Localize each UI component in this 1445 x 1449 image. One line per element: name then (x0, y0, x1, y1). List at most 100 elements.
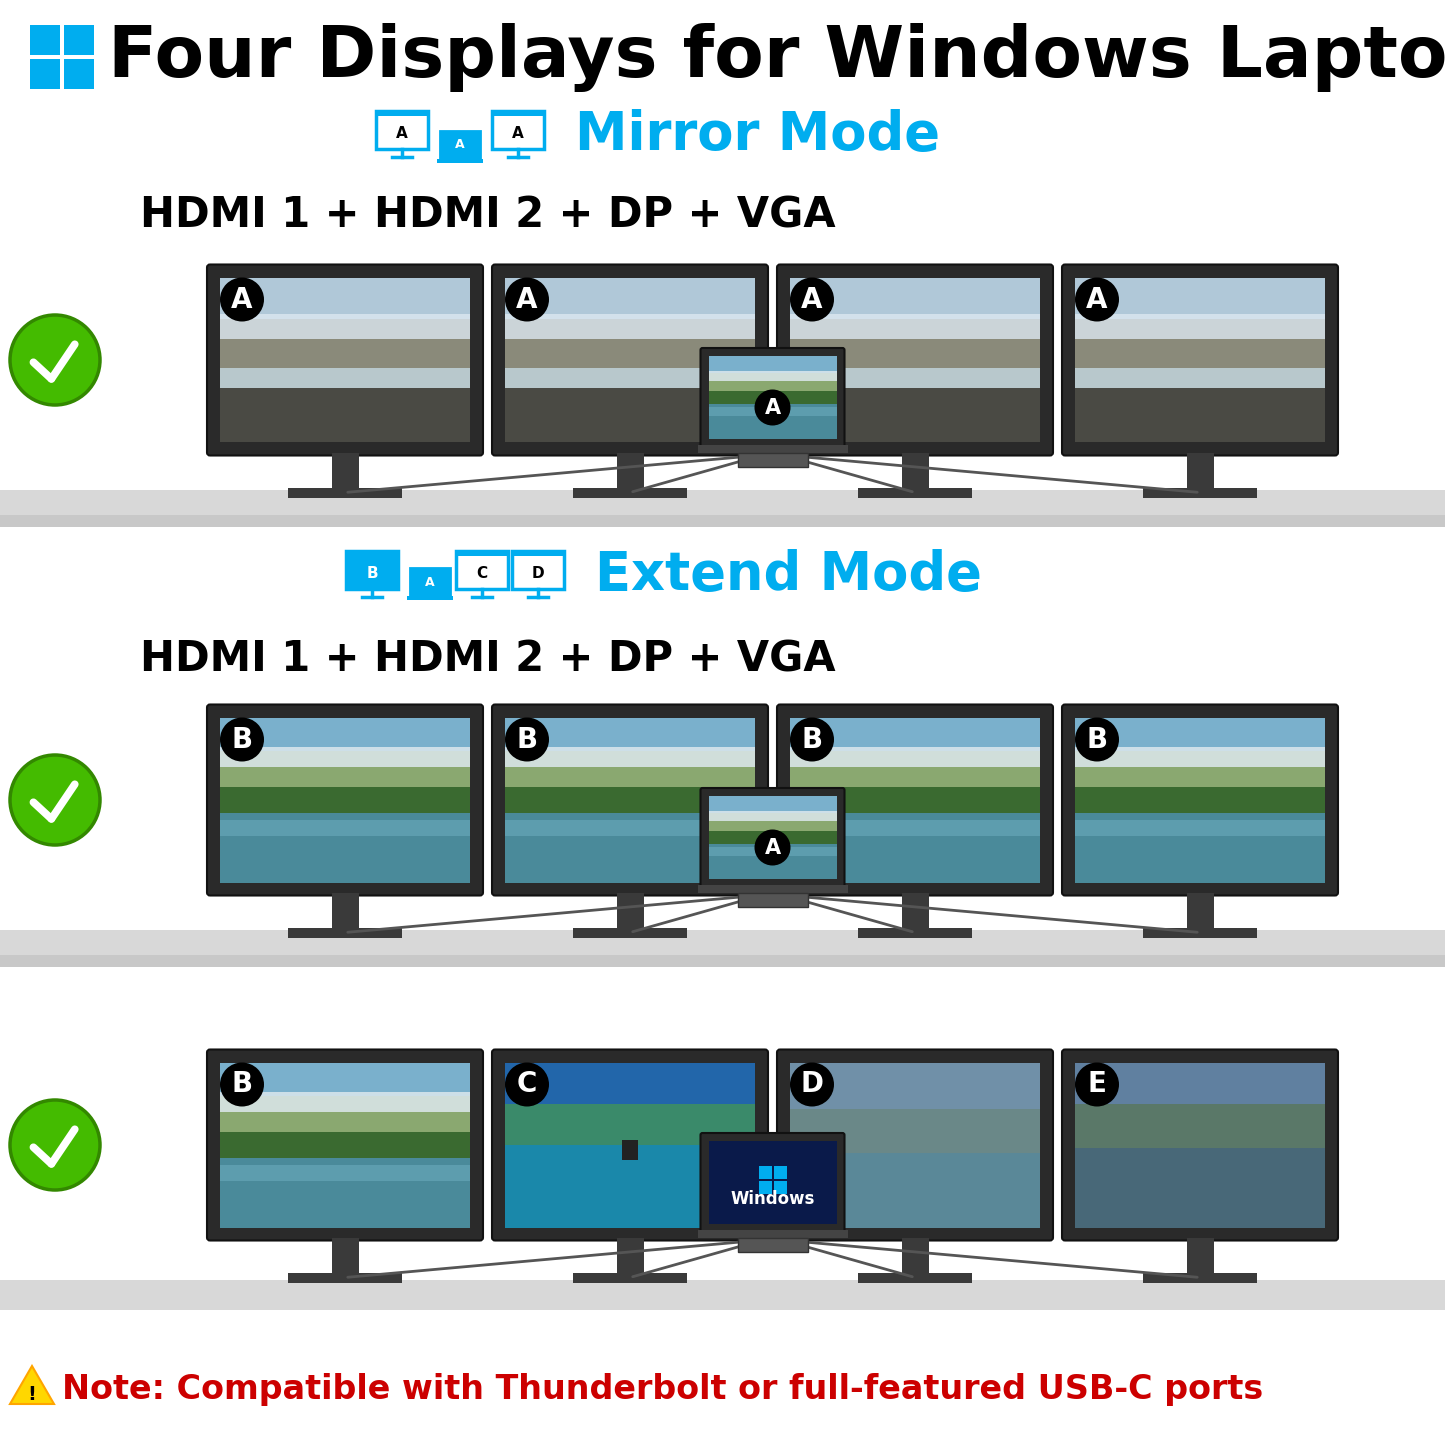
Bar (504, 751, 754, 809)
Bar (220, 748, 470, 767)
Bar (220, 813, 470, 882)
Bar (1075, 813, 1325, 882)
Bar (504, 748, 754, 767)
Bar (902, 1237, 929, 1272)
Bar (773, 1181, 786, 1194)
Text: A: A (1087, 285, 1108, 313)
Bar (220, 1158, 470, 1227)
Bar (504, 813, 754, 882)
Bar (759, 1181, 772, 1194)
Bar (790, 717, 1040, 775)
Text: Four Displays for Windows Laptop: Four Displays for Windows Laptop (108, 23, 1445, 91)
Bar (902, 893, 929, 927)
Bar (574, 1272, 686, 1282)
Bar (1075, 751, 1325, 809)
Bar (504, 1104, 754, 1153)
FancyBboxPatch shape (207, 704, 483, 895)
Text: B: B (1087, 726, 1107, 753)
FancyBboxPatch shape (491, 265, 767, 455)
Bar (410, 568, 449, 596)
Bar (708, 848, 837, 856)
Bar (1075, 1104, 1325, 1162)
Text: B: B (231, 726, 253, 753)
Bar (0, 930, 1445, 961)
Text: A: A (455, 139, 465, 152)
Bar (504, 717, 754, 775)
Bar (1075, 278, 1325, 352)
Bar (1075, 368, 1325, 388)
FancyBboxPatch shape (207, 265, 483, 455)
Bar (708, 830, 837, 848)
Bar (1075, 319, 1325, 385)
Bar (345, 551, 397, 556)
Text: A: A (396, 126, 407, 141)
Bar (1143, 1272, 1257, 1282)
Text: B: B (366, 565, 377, 581)
Circle shape (790, 717, 834, 762)
Bar (457, 551, 509, 556)
Circle shape (754, 390, 790, 426)
Text: D: D (532, 565, 545, 581)
Bar (617, 1237, 643, 1272)
Bar (331, 893, 358, 927)
Bar (407, 596, 452, 600)
Bar (220, 380, 470, 442)
Bar (220, 278, 470, 352)
Bar (220, 1165, 470, 1181)
Bar (737, 893, 808, 907)
Bar (504, 380, 754, 442)
Bar (708, 356, 837, 385)
Bar (790, 748, 1040, 767)
Bar (1075, 314, 1325, 339)
FancyBboxPatch shape (777, 1049, 1053, 1240)
Circle shape (790, 278, 834, 322)
Bar (1075, 1062, 1325, 1129)
Bar (790, 319, 1040, 385)
Bar (790, 1062, 1040, 1137)
Text: A: A (764, 397, 780, 417)
Bar (1186, 893, 1214, 927)
Bar (708, 371, 837, 381)
Bar (457, 551, 509, 588)
Bar (617, 893, 643, 927)
Bar (220, 1062, 470, 1120)
Bar (621, 1140, 639, 1161)
Bar (220, 751, 470, 809)
Bar (902, 452, 929, 487)
Text: A: A (231, 285, 253, 313)
Bar (790, 1108, 1040, 1166)
Bar (491, 112, 543, 116)
Bar (512, 551, 564, 556)
Circle shape (790, 1062, 834, 1107)
Bar (512, 551, 564, 588)
Bar (64, 25, 94, 55)
FancyBboxPatch shape (207, 1049, 483, 1240)
Circle shape (1075, 1062, 1118, 1107)
Text: A: A (801, 285, 822, 313)
Bar (790, 380, 1040, 442)
FancyBboxPatch shape (701, 348, 844, 446)
Bar (790, 820, 1040, 836)
Bar (1075, 380, 1325, 442)
Bar (708, 811, 837, 822)
Bar (858, 1272, 971, 1282)
Bar (773, 1166, 786, 1179)
Bar (436, 159, 483, 162)
Bar (1186, 452, 1214, 487)
Bar (30, 25, 61, 55)
Bar (1075, 820, 1325, 836)
Bar (574, 927, 686, 938)
FancyBboxPatch shape (701, 1133, 844, 1232)
Bar (491, 112, 543, 149)
Text: A: A (425, 575, 435, 588)
Text: C: C (517, 1071, 538, 1098)
Text: C: C (477, 565, 487, 581)
Bar (220, 1093, 470, 1111)
FancyBboxPatch shape (1062, 704, 1338, 895)
Bar (345, 551, 397, 588)
FancyBboxPatch shape (1062, 1049, 1338, 1240)
FancyBboxPatch shape (491, 1049, 767, 1240)
Bar (504, 314, 754, 339)
Circle shape (220, 1062, 264, 1107)
Bar (708, 372, 837, 401)
